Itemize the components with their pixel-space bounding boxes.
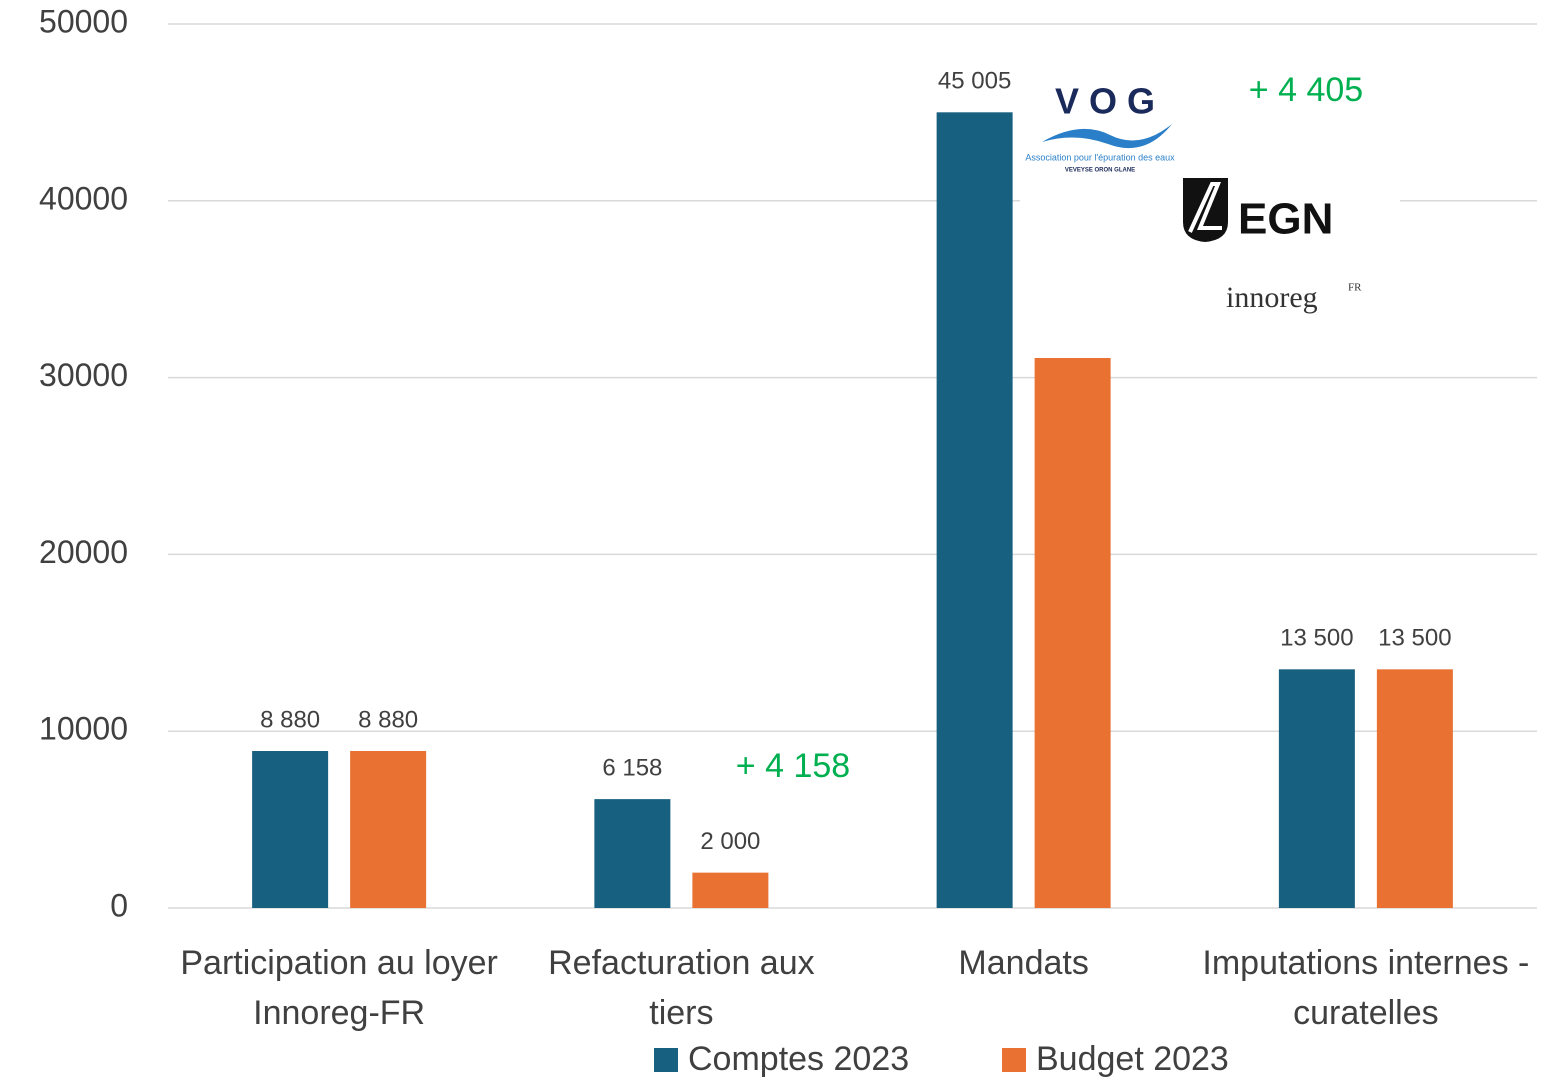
value-label: 45 005 bbox=[938, 68, 1011, 95]
logo-egn-mark bbox=[1188, 182, 1222, 233]
logo-vog-region: VEVEYSE ORON GLANE bbox=[1065, 168, 1135, 174]
value-label: 2 000 bbox=[700, 828, 760, 855]
legend-swatch bbox=[1002, 1048, 1026, 1072]
legend-label: Comptes 2023 bbox=[688, 1040, 909, 1078]
bar bbox=[594, 799, 671, 908]
logo-innoreg-sup: FR bbox=[1348, 282, 1362, 294]
logo-wave bbox=[1042, 124, 1172, 149]
legend-swatch bbox=[654, 1048, 678, 1072]
logo-egn: EGN bbox=[1238, 195, 1333, 244]
y-tick-label: 20000 bbox=[39, 534, 128, 570]
y-tick-label: 40000 bbox=[39, 180, 128, 216]
x-tick-label: Imputations internes - curatelles bbox=[1202, 944, 1530, 1032]
value-label: 13 500 bbox=[1378, 625, 1451, 652]
bar bbox=[252, 751, 329, 908]
y-tick-label: 10000 bbox=[39, 711, 128, 747]
logo-vog: VOG bbox=[1055, 81, 1165, 122]
annotation: + 4 405 bbox=[1249, 71, 1363, 109]
x-tick-label: Refacturation aux tiers bbox=[548, 944, 815, 1032]
value-label: 13 500 bbox=[1280, 625, 1353, 652]
y-tick-label: 30000 bbox=[39, 357, 128, 393]
logo-vog-subtitle: Association pour l'épuration des eaux bbox=[1025, 152, 1175, 162]
value-label: 8 880 bbox=[260, 706, 320, 733]
y-tick-label: 0 bbox=[110, 887, 128, 923]
value-label: 6 158 bbox=[602, 754, 662, 781]
bar bbox=[1376, 669, 1453, 908]
annotation: + 4 158 bbox=[736, 747, 850, 785]
bar bbox=[350, 751, 427, 908]
bar bbox=[936, 112, 1013, 909]
value-label: 8 880 bbox=[358, 706, 418, 733]
x-tick-label: Participation au loyer Innoreg-FR bbox=[180, 944, 498, 1032]
bar bbox=[1278, 669, 1355, 908]
logo-innoreg: innoreg bbox=[1226, 281, 1318, 314]
marks bbox=[252, 112, 1453, 909]
legend-label: Budget 2023 bbox=[1036, 1040, 1229, 1078]
x-tick-label: Mandats bbox=[958, 944, 1089, 982]
bar bbox=[692, 872, 769, 908]
logos: VOG Association pour l'épuration des eau… bbox=[1020, 78, 1400, 358]
y-tick-label: 50000 bbox=[39, 3, 128, 39]
